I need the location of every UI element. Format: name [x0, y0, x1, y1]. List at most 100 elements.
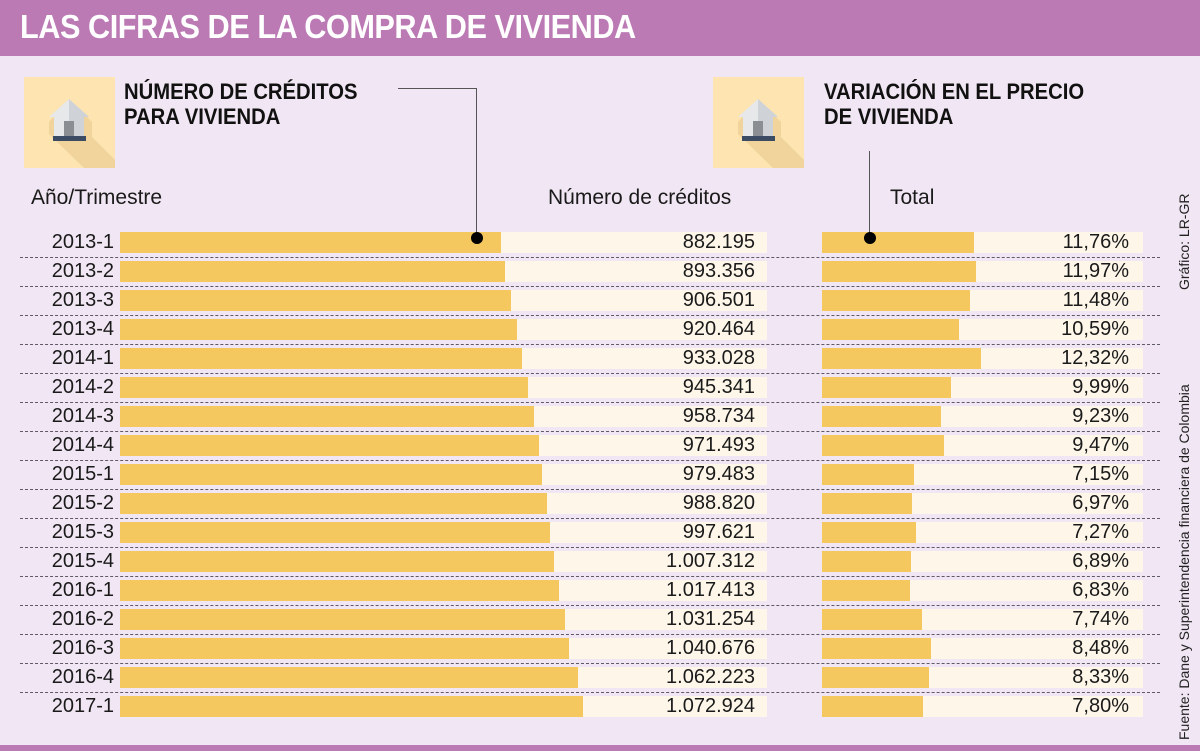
credits-bar	[120, 609, 565, 630]
row-divider	[20, 344, 1160, 345]
row-divider	[20, 605, 1160, 606]
price-value-label: 11,97%	[1062, 260, 1129, 282]
price-value-label: 8,48%	[1072, 637, 1129, 659]
credits-value-label: 1.040.676	[666, 637, 755, 659]
credits-value-label: 997.621	[682, 521, 755, 543]
price-bar	[822, 464, 915, 485]
price-bar	[822, 435, 945, 456]
price-value-label: 7,80%	[1072, 695, 1129, 717]
row-label: 2014-1	[51, 347, 114, 369]
price-value-label: 6,97%	[1072, 492, 1129, 514]
price-value-label: 9,23%	[1072, 405, 1129, 427]
credits-value-label: 971.493	[682, 434, 755, 456]
right-section-title: VARIACIÓN EN EL PRECIO DE VIVIENDA	[824, 79, 1084, 129]
price-value-label: 12,32%	[1061, 347, 1129, 369]
credits-value-label: 958.734	[682, 405, 755, 427]
price-value-label: 11,48%	[1062, 289, 1129, 311]
row-label: 2016-3	[51, 637, 114, 659]
house-icon	[713, 77, 804, 168]
credits-bar	[120, 290, 511, 311]
credits-value-label: 988.820	[682, 492, 755, 514]
row-divider	[20, 402, 1160, 403]
right-leader-dot	[864, 232, 876, 244]
credits-value-label: 882.195	[682, 231, 755, 253]
price-bar	[822, 377, 951, 398]
price-value-label: 9,47%	[1072, 434, 1129, 456]
house-icon	[24, 77, 115, 168]
price-bar	[822, 406, 941, 427]
credits-bar	[120, 319, 518, 340]
credits-bar	[120, 464, 543, 485]
price-value-label: 6,83%	[1072, 579, 1129, 601]
price-bar	[822, 348, 981, 369]
row-label: 2017-1	[51, 695, 114, 717]
credits-bar	[120, 667, 579, 688]
source-note: Fuente: Dane y Superintendencia financie…	[1176, 384, 1192, 740]
credits-bar	[120, 522, 551, 543]
price-value-label: 7,15%	[1072, 463, 1129, 485]
credits-value-label: 920.464	[682, 318, 755, 340]
row-divider	[20, 518, 1160, 519]
price-bar	[822, 696, 923, 717]
row-label: 2013-2	[51, 260, 114, 282]
price-value-label: 10,59%	[1061, 318, 1129, 340]
row-divider	[20, 373, 1160, 374]
row-divider	[20, 634, 1160, 635]
price-bar	[822, 580, 911, 601]
row-divider	[20, 460, 1160, 461]
row-divider	[20, 663, 1160, 664]
credits-bar	[120, 493, 547, 514]
left-value-header: Número de créditos	[548, 186, 732, 209]
price-bar	[822, 638, 932, 659]
left-leader-horizontal	[398, 88, 476, 89]
credits-value-label: 945.341	[682, 376, 755, 398]
price-value-label: 7,27%	[1072, 521, 1129, 543]
credits-bar	[120, 348, 523, 369]
price-value-label: 9,99%	[1072, 376, 1129, 398]
price-value-label: 11,76%	[1062, 231, 1129, 253]
price-value-label: 6,89%	[1072, 550, 1129, 572]
row-label: 2013-3	[51, 289, 114, 311]
left-title-line2: PARA VIVIENDA	[124, 104, 281, 129]
right-leader-vertical	[869, 151, 870, 237]
right-title-line1: VARIACIÓN EN EL PRECIO	[824, 79, 1085, 104]
row-label: 2016-1	[51, 579, 114, 601]
graphic-credit: Gráfico: LR-GR	[1176, 193, 1192, 290]
credits-bar	[120, 551, 555, 572]
credits-bar	[120, 696, 583, 717]
price-bar	[822, 667, 930, 688]
price-bar	[822, 290, 970, 311]
page-title: LAS CIFRAS DE LA COMPRA DE VIVIENDA	[20, 8, 636, 45]
credits-bar	[120, 580, 559, 601]
credits-value-label: 906.501	[682, 289, 755, 311]
row-label: 2015-2	[51, 492, 114, 514]
price-bar	[822, 493, 912, 514]
credits-bar	[120, 435, 540, 456]
left-section-title: NÚMERO DE CRÉDITOS PARA VIVIENDA	[124, 79, 358, 129]
row-label: 2013-1	[51, 231, 114, 253]
left-leader-vertical	[476, 88, 477, 238]
credits-value-label: 1.031.254	[666, 608, 755, 630]
footer-bar	[0, 745, 1200, 751]
credits-value-label: 1.017.413	[666, 579, 755, 601]
row-label: 2016-4	[51, 666, 114, 688]
row-header-label: Año/Trimestre	[31, 186, 163, 209]
row-divider	[20, 547, 1160, 548]
credits-value-label: 1.072.924	[666, 695, 755, 717]
price-bar	[822, 261, 977, 282]
row-label: 2014-4	[51, 434, 114, 456]
credits-bar	[120, 232, 501, 253]
row-divider	[20, 257, 1160, 258]
credits-value-label: 893.356	[682, 260, 755, 282]
price-bar	[822, 232, 974, 253]
credits-value-label: 979.483	[682, 463, 755, 485]
price-value-label: 7,74%	[1072, 608, 1129, 630]
row-divider	[20, 431, 1160, 432]
credits-bar	[120, 638, 569, 659]
row-label: 2014-3	[51, 405, 114, 427]
row-divider	[20, 576, 1160, 577]
price-bar	[822, 522, 916, 543]
row-label: 2015-1	[51, 463, 114, 485]
price-value-label: 8,33%	[1072, 666, 1129, 688]
credits-bar	[120, 377, 528, 398]
